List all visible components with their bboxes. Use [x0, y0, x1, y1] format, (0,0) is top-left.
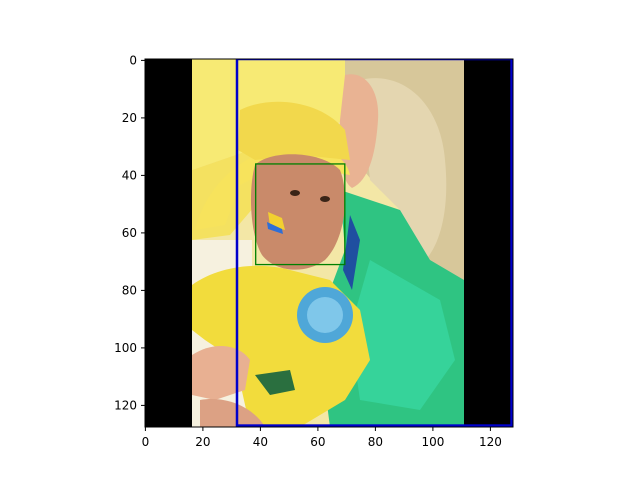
y-tick: 100 [114, 341, 145, 355]
x-tick-label: 60 [310, 435, 325, 449]
y-tick: 0 [129, 54, 145, 68]
x-tick-label: 100 [421, 435, 444, 449]
x-tick-label: 40 [253, 435, 268, 449]
x-tick: 120 [479, 427, 502, 449]
y-tick-label: 20 [122, 111, 137, 125]
x-tick: 0 [142, 427, 150, 449]
x-tick-label: 20 [195, 435, 210, 449]
x-tick: 20 [195, 427, 211, 449]
photo [192, 59, 464, 427]
outer-bounding-box [235, 59, 513, 427]
x-tick: 100 [421, 427, 444, 449]
image-area [145, 59, 513, 427]
y-tick: 20 [122, 111, 145, 125]
y-tick-label: 0 [129, 54, 137, 68]
y-tick: 60 [122, 226, 145, 240]
x-tick-label: 120 [479, 435, 502, 449]
y-tick: 40 [122, 169, 145, 183]
face-bounding-box [255, 163, 346, 266]
y-tick: 120 [114, 399, 145, 413]
y-tick: 80 [122, 284, 145, 298]
x-axis: 0 20 40 60 80 100 120 [142, 427, 502, 449]
x-tick-label: 80 [368, 435, 383, 449]
y-tick-label: 120 [114, 399, 137, 413]
x-tick: 40 [253, 427, 268, 449]
right-black-bar [464, 59, 513, 427]
y-tick-label: 80 [122, 284, 137, 298]
y-tick-label: 60 [122, 226, 137, 240]
axes-frame [144, 58, 514, 428]
x-tick: 80 [368, 427, 383, 449]
y-tick-label: 100 [114, 341, 137, 355]
x-tick: 60 [310, 427, 326, 449]
y-axis: 0 20 40 60 80 100 120 [114, 54, 145, 413]
x-tick-label: 0 [142, 435, 150, 449]
left-black-bar [145, 59, 192, 427]
y-tick-label: 40 [122, 169, 137, 183]
